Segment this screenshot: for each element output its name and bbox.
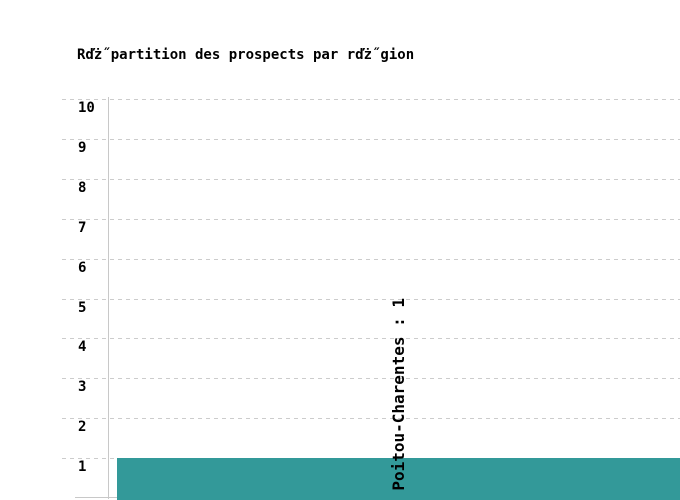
gridline — [62, 338, 680, 339]
gridline — [62, 299, 680, 300]
y-tick-label: 3 — [78, 379, 87, 395]
y-tick-label: 10 — [78, 100, 95, 116]
bar-value-label: Poitou-Charentes : 1 — [389, 298, 408, 491]
y-axis-line — [108, 97, 109, 499]
y-tick-label: 2 — [78, 419, 87, 435]
gridline — [62, 99, 680, 100]
gridline — [62, 378, 680, 379]
gridline — [62, 259, 680, 260]
gridline — [62, 219, 680, 220]
y-tick-label: 7 — [78, 220, 87, 236]
gridline — [62, 139, 680, 140]
y-tick-label: 4 — [78, 339, 87, 355]
y-tick-label: 9 — [78, 140, 87, 156]
chart-title: Rďż˝partition des prospects par rďż˝gion — [77, 47, 415, 63]
bar-poitou-charentes — [117, 458, 680, 500]
y-tick-label: 8 — [78, 180, 87, 196]
y-tick-label: 1 — [78, 459, 87, 475]
gridline — [62, 418, 680, 419]
y-tick-label: 5 — [78, 300, 87, 316]
y-tick-label: 6 — [78, 260, 87, 276]
gridline — [62, 179, 680, 180]
